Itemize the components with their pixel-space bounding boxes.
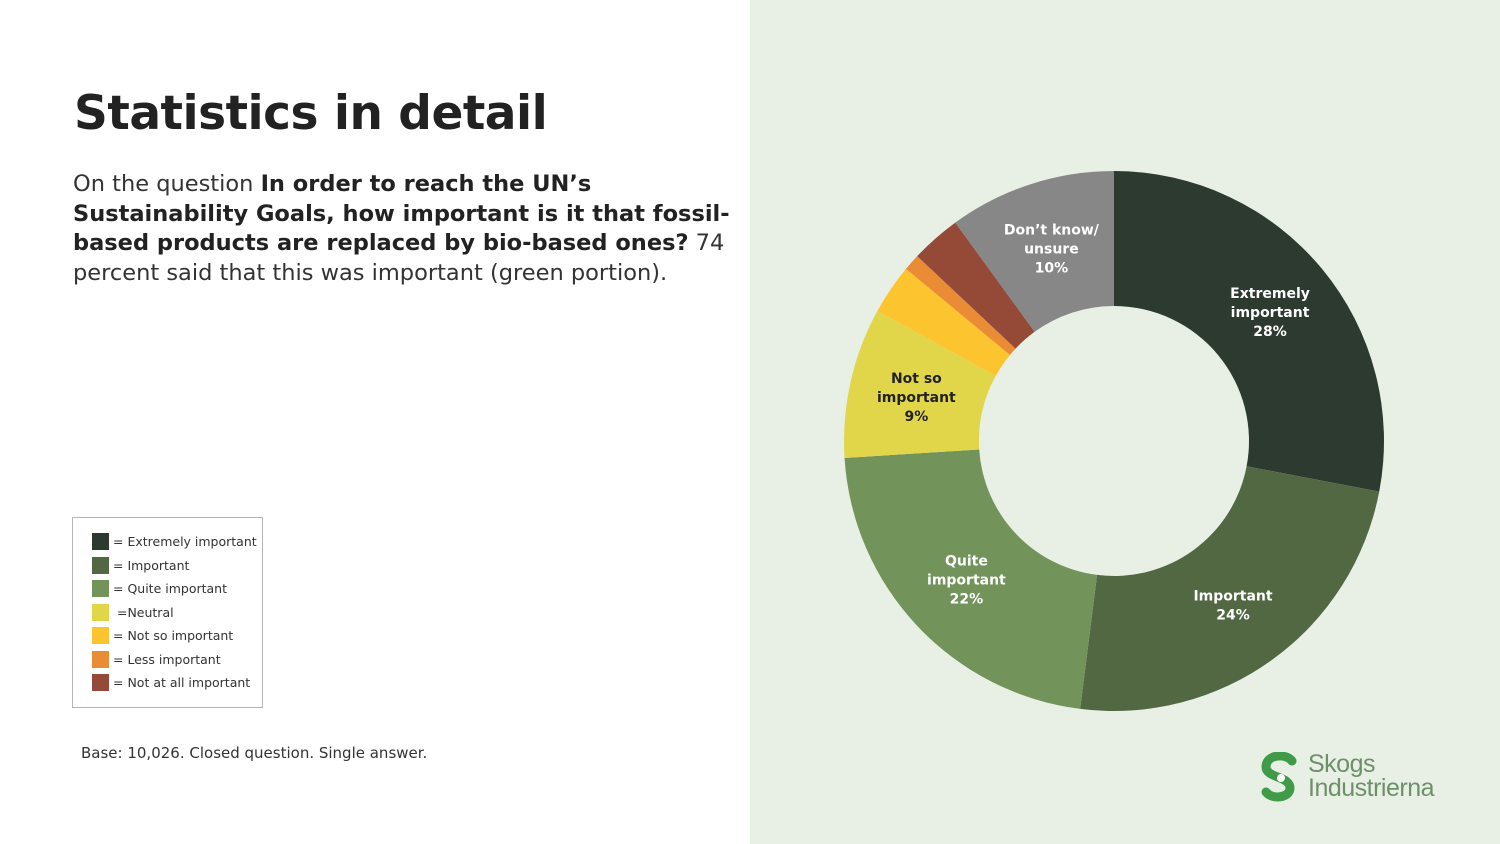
donut-chart: Extremely important 28% Important 24% Quite im… xyxy=(844,171,1384,711)
slice-label-line: Important xyxy=(1193,588,1272,604)
legend-item-neutral: =Neutral xyxy=(92,603,174,621)
logo-wordmark: Skogs Industrierna xyxy=(1308,750,1435,802)
donut-slice-important xyxy=(1080,466,1380,711)
legend-swatch xyxy=(92,556,109,574)
slice-label-line: important xyxy=(877,390,956,406)
slice-label-line: Don’t know/ xyxy=(1004,222,1100,238)
intro-question: In order to reach the UN’s Sustainabilit… xyxy=(73,171,730,256)
legend-item-less-important: = Less important xyxy=(92,650,221,668)
chart-legend: = Extremely important = Important = Quit… xyxy=(72,517,263,708)
page-title: Statistics in detail xyxy=(74,86,548,141)
donut-slice-extremely-important xyxy=(1114,171,1384,492)
legend-item-not-so-important: = Not so important xyxy=(92,626,233,644)
legend-swatch xyxy=(92,532,109,550)
legend-swatch xyxy=(92,626,109,644)
legend-swatch xyxy=(92,673,109,691)
slice-label-line: important xyxy=(927,573,1006,589)
slice-label-line: important xyxy=(1231,305,1310,321)
slice-label-line: unsure xyxy=(1024,241,1079,257)
legend-label: = Not so important xyxy=(113,627,234,643)
legend-label: = Not at all important xyxy=(113,674,251,690)
legend-item-not-at-all-important: = Not at all important xyxy=(92,673,250,691)
legend-label: = Important xyxy=(113,557,190,573)
legend-label: = Less important xyxy=(113,651,221,667)
legend-item-important: = Important xyxy=(92,556,189,574)
intro-prefix: On the question xyxy=(73,171,261,197)
base-note: Base: 10,026. Closed question. Single an… xyxy=(81,744,428,762)
intro-paragraph: On the question In order to reach the UN… xyxy=(73,170,743,288)
skogsindustrierna-logo: Skogs Industrierna xyxy=(1258,750,1458,808)
slice-label-not-so-important: Not so important 9% xyxy=(877,371,956,425)
slice-label-line: Extremely xyxy=(1230,286,1310,302)
legend-item-quite-important: = Quite important xyxy=(92,579,227,597)
slice-label-extremely-important: Extremely important 28% xyxy=(1230,286,1310,340)
legend-label: =Neutral xyxy=(113,604,174,620)
slice-label-quite-important: Quite important 22% xyxy=(927,554,1006,608)
donut-slice-less-important xyxy=(905,256,1016,355)
donut-slice-quite-important xyxy=(844,449,1098,709)
slice-label-line: Not so xyxy=(891,371,942,387)
legend-label: = Extremely important xyxy=(113,533,257,549)
donut-slice-not-so-important xyxy=(844,310,996,458)
legend-item-extremely-important: = Extremely important xyxy=(92,532,257,550)
slice-label-don-t-know-unsure: Don’t know/unsure 10% xyxy=(1004,222,1100,276)
slice-label-line: 9% xyxy=(904,409,928,425)
slice-label-line: 10% xyxy=(1035,260,1069,276)
donut-slice-don-t-know-unsure xyxy=(955,171,1114,332)
logo-s-mark-icon xyxy=(1261,751,1297,802)
logo-line-1: Skogs xyxy=(1308,750,1375,778)
donut-slice-not-at-all-important xyxy=(917,222,1035,349)
legend-swatch xyxy=(92,579,109,597)
donut-slice-not-so-important-yellow xyxy=(877,268,1010,376)
slice-label-line: Quite xyxy=(945,554,988,570)
legend-label: = Quite important xyxy=(113,580,228,596)
intro-suffix: 74 percent said that this was important … xyxy=(73,230,725,286)
legend-swatch xyxy=(92,650,109,668)
slice-label-line: 28% xyxy=(1253,324,1287,340)
logo-line-2: Industrierna xyxy=(1308,774,1435,802)
legend-swatch xyxy=(92,603,109,621)
slice-label-line: 24% xyxy=(1216,607,1250,623)
slice-label-line: 22% xyxy=(950,592,984,608)
slice-label-important: Important 24% xyxy=(1193,588,1272,623)
